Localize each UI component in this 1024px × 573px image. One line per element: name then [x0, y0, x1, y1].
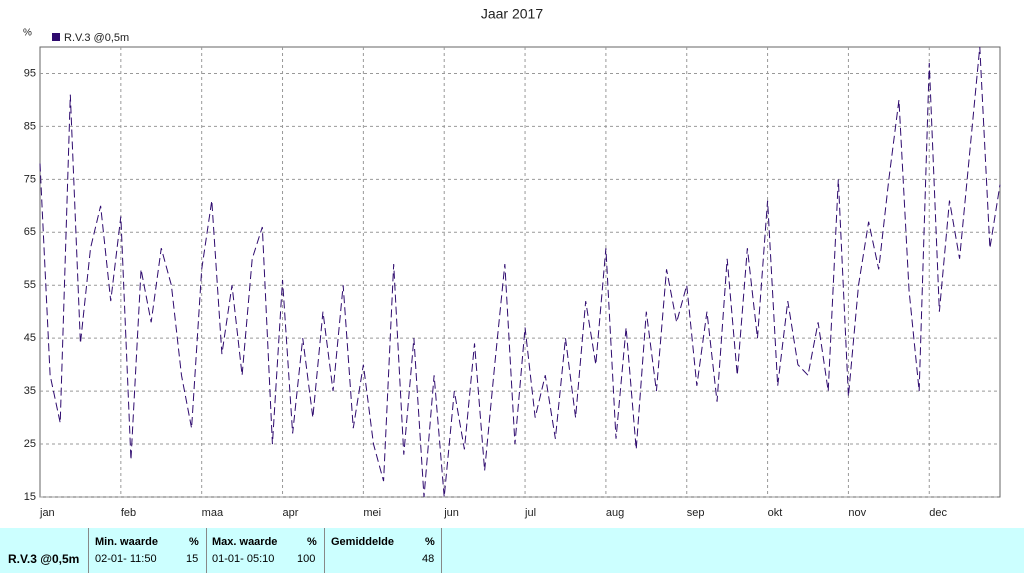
min-time: 02-01- 11:50	[95, 553, 157, 565]
y-axis-unit: %	[23, 28, 32, 39]
avg-value: 48	[422, 553, 435, 565]
x-tick-label: sep	[687, 507, 705, 519]
y-tick-label: 35	[24, 385, 36, 397]
max-value: 100	[297, 553, 316, 565]
y-tick-label: 55	[24, 279, 36, 291]
x-tick-label: apr	[283, 507, 299, 519]
separator	[88, 528, 89, 573]
max-time: 01-01- 05:10	[212, 553, 275, 565]
avg-unit: %	[425, 536, 435, 548]
separator	[324, 528, 325, 573]
x-tick-label: jul	[524, 507, 536, 519]
x-tick-label: jun	[443, 507, 459, 519]
avg-header: Gemiddelde	[331, 536, 394, 548]
legend-swatch	[52, 33, 60, 41]
x-tick-label: maa	[202, 507, 224, 519]
x-tick-label: dec	[929, 507, 947, 519]
min-value: 15	[186, 553, 199, 565]
y-tick-label: 75	[24, 173, 36, 185]
y-tick-label: 85	[24, 120, 36, 132]
y-tick-label: 95	[24, 67, 36, 79]
min-unit: %	[189, 536, 199, 548]
x-tick-label: feb	[121, 507, 136, 519]
x-tick-label: aug	[606, 507, 624, 519]
legend-label: R.V.3 @0,5m	[64, 32, 129, 44]
x-tick-label: okt	[768, 507, 783, 519]
separator	[206, 528, 207, 573]
min-header: Min. waarde	[95, 536, 158, 548]
chart: Jaar 2017 % 15 25 35 45 55 65 75 85 95 jan feb maa a…	[23, 6, 1001, 519]
y-tick-label: 15	[24, 491, 36, 503]
stats-panel: R.V.3 @0,5m Min. waarde % 02-01- 11:50 1…	[0, 528, 1024, 573]
separator	[441, 528, 442, 573]
plot-frame	[39, 46, 1001, 498]
x-tick-label: nov	[848, 507, 866, 519]
series-name: R.V.3 @0,5m	[8, 552, 80, 566]
x-tick-label: jan	[39, 507, 55, 519]
y-tick-label: 65	[24, 226, 36, 238]
y-tick-label: 25	[24, 438, 36, 450]
max-header: Max. waarde	[212, 536, 278, 548]
chart-title: Jaar 2017	[481, 6, 543, 22]
x-tick-label: mei	[363, 507, 381, 519]
data-line	[39, 46, 1001, 498]
max-unit: %	[307, 536, 317, 548]
y-tick-label: 45	[24, 332, 36, 344]
